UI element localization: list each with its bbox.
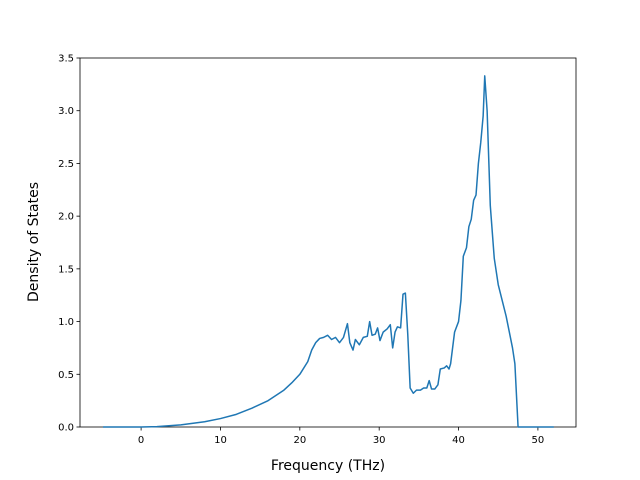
y-tick-label: 0.5 <box>58 370 74 381</box>
plot-frame <box>79 57 577 428</box>
x-axis-label: Frequency (THz) <box>271 458 385 474</box>
x-tick-label: 40 <box>452 435 465 446</box>
y-tick-label: 1.5 <box>58 264 74 275</box>
y-axis-label: Density of States <box>26 182 42 302</box>
x-tick-label: 50 <box>532 435 545 446</box>
y-tick-label: 1.0 <box>58 317 74 328</box>
x-tick-label: 10 <box>214 435 227 446</box>
y-tick-label: 3.5 <box>58 54 74 65</box>
y-tick-label: 3.0 <box>58 106 74 117</box>
data-line <box>103 75 554 428</box>
x-tick-label: 20 <box>293 435 306 446</box>
y-tick-label: 2.0 <box>58 212 74 223</box>
x-tick-label: 30 <box>373 435 386 446</box>
y-tick-label: 2.5 <box>58 159 74 170</box>
y-tick-label: 0.0 <box>58 423 74 434</box>
x-tick-label: 0 <box>138 435 144 446</box>
